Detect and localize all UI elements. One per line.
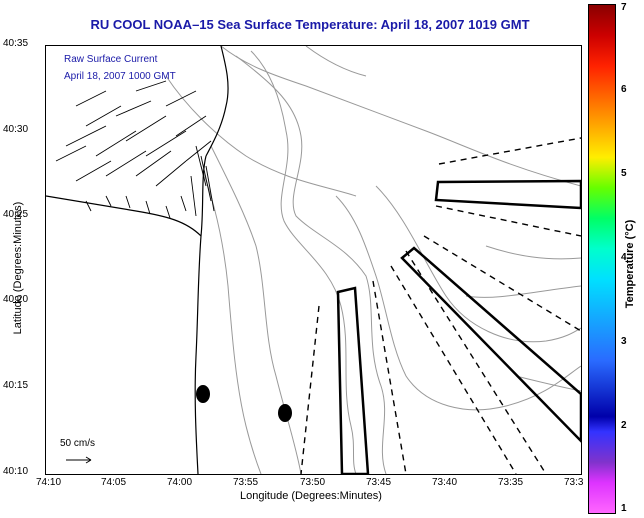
xtick-label: 74:05 [101, 477, 127, 488]
scale-vector-arrow [66, 456, 92, 464]
ytick-label: 40:35 [3, 38, 29, 49]
map-plot-area [45, 45, 582, 475]
xtick-label: 74:10 [36, 477, 62, 488]
ytick-label: 40:25 [3, 209, 29, 220]
xtick-label: 73:50 [300, 477, 326, 488]
colorbar-tick: 5 [621, 168, 627, 179]
ytick-label: 40:15 [3, 380, 29, 391]
ytick-label: 40:10 [3, 466, 29, 477]
scale-vector-label: 50 cm/s [60, 438, 96, 449]
transect-boxes [336, 179, 581, 474]
colorbar-tick: 6 [621, 84, 627, 95]
surface-current-vectors [55, 80, 215, 219]
y-axis-title: Latitude (Degrees:Minutes) [12, 201, 24, 335]
station-marker [278, 404, 292, 422]
xtick-label: 73:45 [366, 477, 392, 488]
colorbar-tick: 4 [621, 252, 627, 263]
coastline [46, 46, 229, 474]
xtick-label: 73:55 [233, 477, 259, 488]
colorbar-title: Temperature (°C) [624, 219, 636, 309]
current-annotation-line2: April 18, 2007 1000 GMT [64, 71, 176, 82]
xtick-label: 73:35 [498, 477, 524, 488]
colorbar-tick: 1 [621, 503, 627, 514]
ytick-label: 40:30 [3, 124, 29, 135]
colorbar-tick: 2 [621, 420, 627, 431]
x-axis-title: Longitude (Degrees:Minutes) [240, 490, 382, 502]
xtick-label: 74:00 [167, 477, 193, 488]
xtick-label: 73:40 [432, 477, 458, 488]
map-canvas [46, 46, 581, 474]
dashed-transects [300, 137, 581, 474]
station-marker [196, 385, 210, 403]
current-annotation-line1: Raw Surface Current [64, 54, 158, 65]
xtick-label: 73:3 [564, 477, 584, 488]
map-title: RU COOL NOAA–15 Sea Surface Temperature:… [90, 17, 530, 32]
ytick-label: 40:20 [3, 294, 29, 305]
temperature-colorbar [588, 4, 616, 514]
bathymetry-contours [165, 46, 581, 474]
colorbar-tick: 3 [621, 336, 627, 347]
colorbar-tick: 7 [621, 2, 627, 13]
